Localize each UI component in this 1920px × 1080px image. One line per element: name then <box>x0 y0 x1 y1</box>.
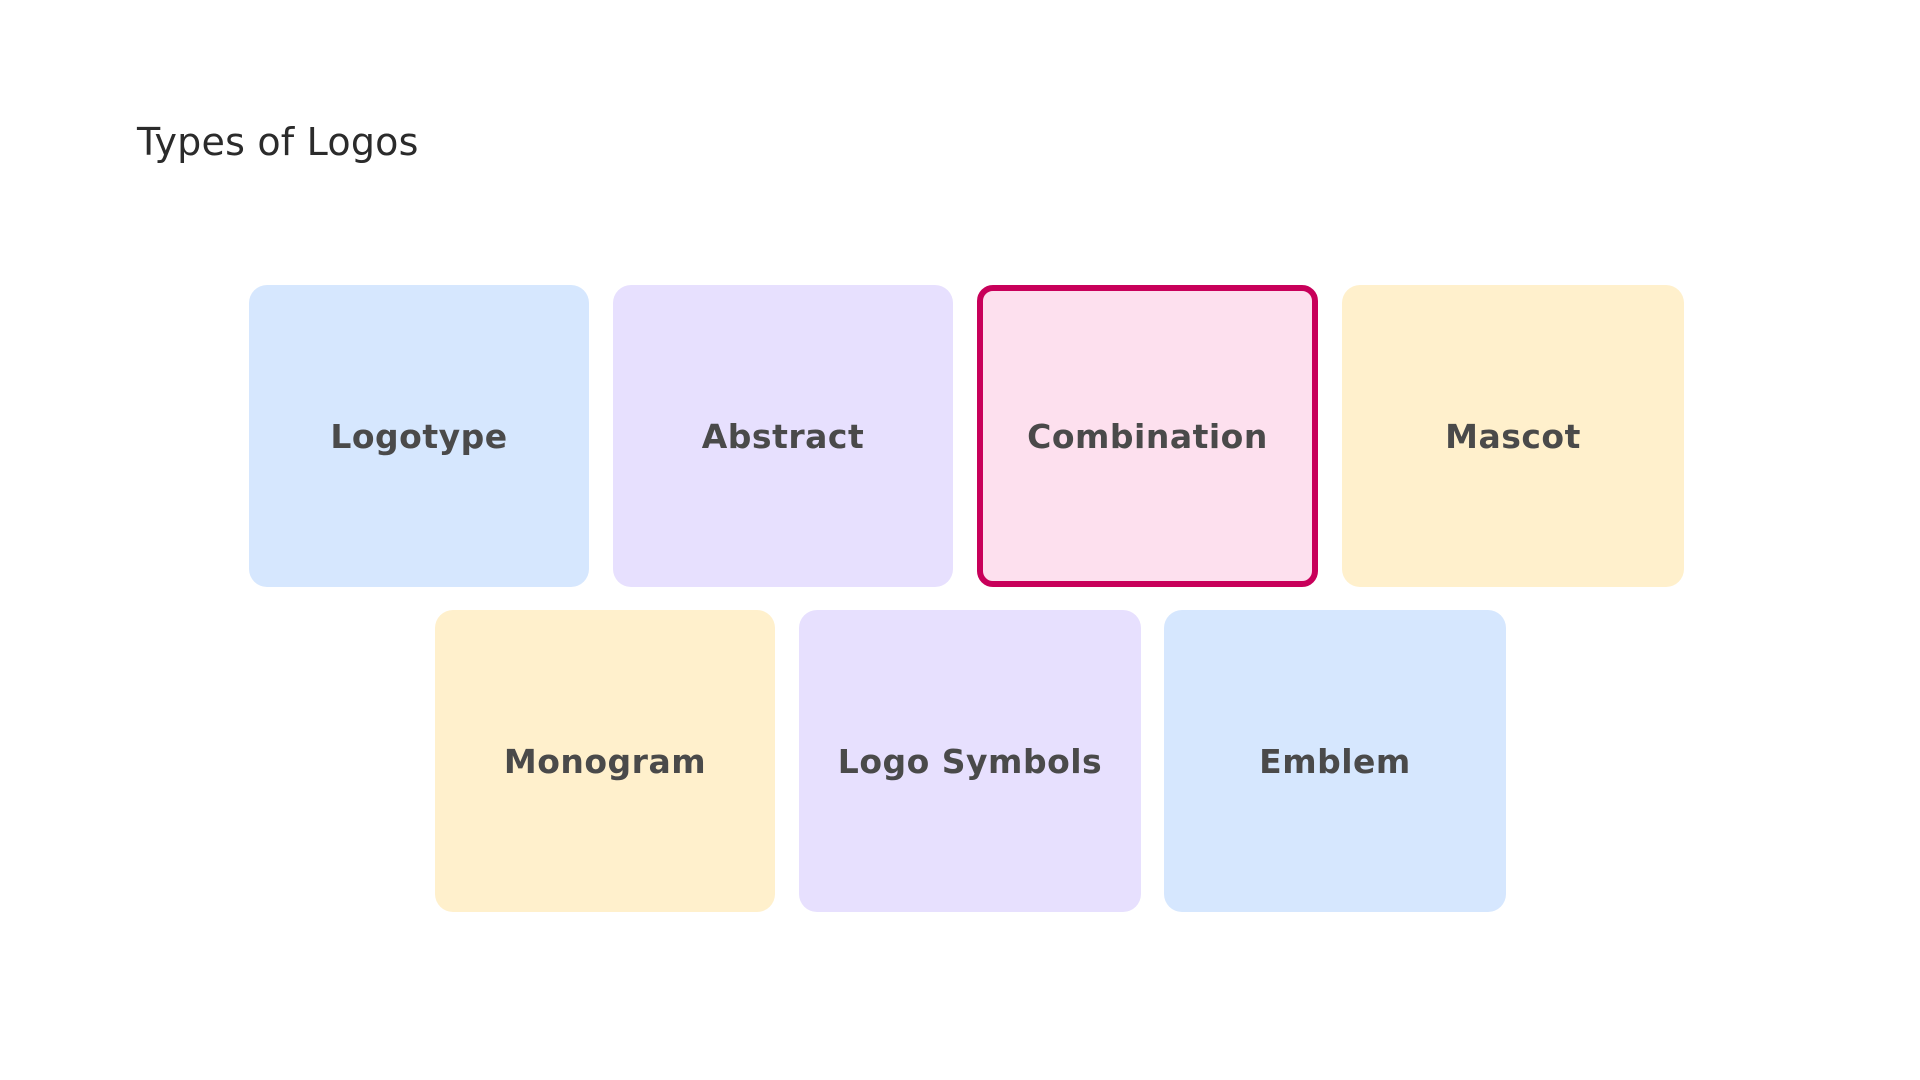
card-label-mascot: Mascot <box>1445 416 1581 456</box>
card-monogram[interactable]: Monogram <box>435 610 775 912</box>
card-logotype[interactable]: Logotype <box>249 285 589 587</box>
card-label-abstract: Abstract <box>701 416 865 456</box>
card-logo-symbols[interactable]: Logo Symbols <box>799 610 1141 912</box>
card-label-logotype: Logotype <box>330 416 508 456</box>
card-emblem[interactable]: Emblem <box>1164 610 1506 912</box>
card-label-monogram: Monogram <box>503 741 707 781</box>
card-label-emblem: Emblem <box>1259 741 1411 781</box>
card-label-logo-symbols: Logo Symbols <box>837 741 1103 781</box>
card-combination[interactable]: Combination <box>977 285 1318 587</box>
card-abstract[interactable]: Abstract <box>613 285 953 587</box>
card-mascot[interactable]: Mascot <box>1342 285 1684 587</box>
page-title: Types of Logos <box>137 120 419 164</box>
card-label-combination: Combination <box>1027 416 1268 456</box>
